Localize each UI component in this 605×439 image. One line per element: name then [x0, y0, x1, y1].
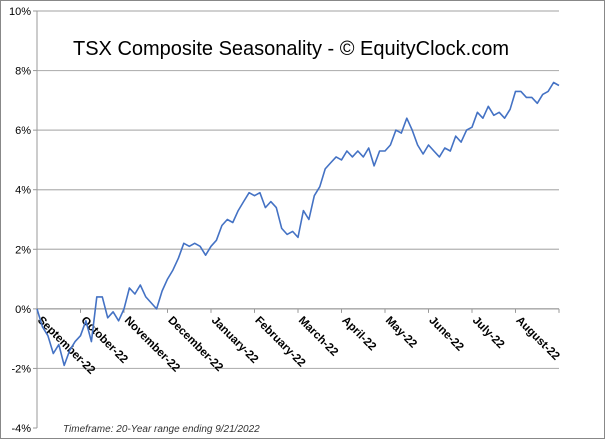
- y-tick-label: -4%: [11, 423, 31, 435]
- x-tick-label: April-22: [339, 314, 378, 353]
- x-tick-label: March-22: [296, 314, 340, 358]
- y-tick-label: 4%: [15, 185, 31, 197]
- x-tick-label: July-22: [470, 314, 507, 351]
- chart-title: TSX Composite Seasonality - © EquityCloc…: [73, 38, 509, 60]
- chart-footnote: Timeframe: 20-Year range ending 9/21/202…: [63, 424, 260, 435]
- x-tick-label: June-22: [426, 314, 465, 353]
- y-tick-label: 0%: [15, 304, 31, 316]
- y-tick-label: 10%: [9, 6, 31, 18]
- x-tick-label: May-22: [383, 314, 419, 350]
- series-line: [36, 81, 560, 367]
- y-tick-label: 6%: [15, 125, 31, 137]
- y-tick-label: 2%: [15, 244, 31, 256]
- y-tick-label: -2%: [11, 363, 31, 375]
- x-tick-label: August-22: [513, 314, 561, 362]
- y-tick-label: 8%: [15, 66, 31, 78]
